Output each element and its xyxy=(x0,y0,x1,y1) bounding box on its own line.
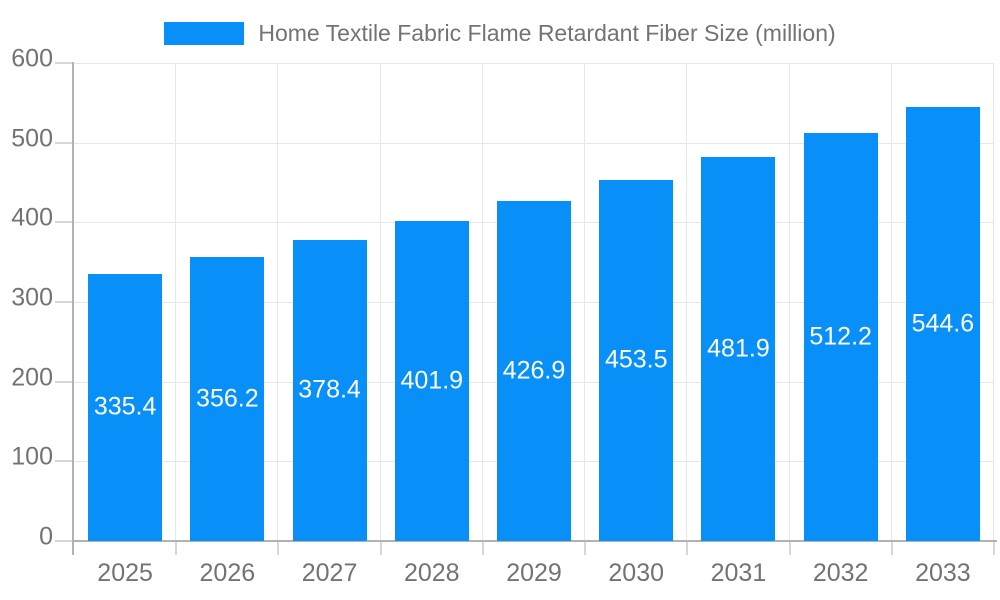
gridline-vertical xyxy=(481,63,483,541)
bar-2029[interactable]: 426.9 xyxy=(497,200,571,541)
y-axis-tick xyxy=(55,221,74,224)
x-axis-label: 2030 xyxy=(608,559,665,587)
gridline-vertical xyxy=(379,63,381,541)
chart-legend[interactable]: Home Textile Fabric Flame Retardant Fibe… xyxy=(0,10,1000,56)
bar-2030[interactable]: 453.5 xyxy=(599,179,674,541)
plot-area: 0 100 200 300 400 500 600 335.4 2025 356.2 2026 378… xyxy=(11,45,997,587)
y-axis-label: 200 xyxy=(11,363,53,392)
y-axis-tick xyxy=(55,62,74,64)
bar-2033[interactable]: 544.6 xyxy=(905,107,980,541)
bar-value-label: 512.2 xyxy=(809,322,872,351)
legend-swatch xyxy=(164,21,245,45)
y-axis-tick xyxy=(55,141,74,144)
gridline-horizontal xyxy=(74,63,994,64)
y-axis-label: 400 xyxy=(11,203,53,232)
gridline-vertical xyxy=(993,63,994,541)
legend-label: Home Textile Fabric Flame Retardant Fibe… xyxy=(258,19,836,46)
x-axis-label: 2032 xyxy=(812,559,869,587)
bar-2031[interactable]: 481.9 xyxy=(701,157,776,541)
gridline-vertical xyxy=(890,63,892,541)
gridline-vertical xyxy=(175,63,177,541)
bar-value-label: 378.4 xyxy=(298,375,361,404)
x-axis-tick xyxy=(993,541,995,555)
y-axis-label: 600 xyxy=(11,44,53,73)
y-axis-tick xyxy=(55,460,74,463)
x-axis-tick xyxy=(788,541,791,555)
x-axis-tick xyxy=(686,541,689,555)
bar-value-label: 356.2 xyxy=(196,384,259,413)
x-axis-tick xyxy=(175,541,178,555)
x-axis-line xyxy=(74,540,997,542)
x-axis-tick xyxy=(890,541,893,555)
x-axis-label: 2028 xyxy=(403,559,460,587)
bar-2026[interactable]: 356.2 xyxy=(190,257,265,541)
bar-value-label: 401.9 xyxy=(400,366,464,395)
y-axis-label: 300 xyxy=(11,283,53,312)
bar-value-label: 481.9 xyxy=(707,334,770,363)
y-axis-tick xyxy=(55,380,74,383)
x-axis-tick xyxy=(379,541,382,555)
gridline-vertical xyxy=(277,63,279,541)
x-axis-label: 2031 xyxy=(710,559,767,587)
gridline-horizontal xyxy=(74,142,994,144)
bar-value-label: 544.6 xyxy=(911,309,975,338)
bar-2025[interactable]: 335.4 xyxy=(88,273,163,541)
y-axis-label: 100 xyxy=(11,442,53,471)
bar-2032[interactable]: 512.2 xyxy=(803,132,878,541)
gridline-vertical xyxy=(788,63,790,541)
x-axis-label: 2033 xyxy=(915,559,971,587)
y-axis-tick xyxy=(55,540,74,542)
bar-2027[interactable]: 378.4 xyxy=(292,239,367,541)
bar-2028[interactable]: 401.9 xyxy=(394,220,469,541)
x-axis-tick xyxy=(481,541,484,555)
y-axis-line xyxy=(72,62,74,555)
x-axis-label: 2029 xyxy=(506,559,562,587)
gridline-vertical xyxy=(584,63,586,541)
bar-value-label: 335.4 xyxy=(93,392,157,421)
y-axis-label: 500 xyxy=(11,124,53,153)
y-axis-label: 0 xyxy=(39,522,53,551)
gridline-vertical xyxy=(686,63,688,541)
bar-value-label: 453.5 xyxy=(604,345,668,374)
x-axis-label: 2027 xyxy=(301,559,358,587)
y-axis-tick xyxy=(55,301,74,303)
x-axis-tick xyxy=(277,541,280,555)
x-axis-label: 2025 xyxy=(97,559,153,587)
bar-value-label: 426.9 xyxy=(502,356,566,385)
x-axis-label: 2026 xyxy=(199,559,256,587)
x-axis-tick xyxy=(584,541,587,555)
